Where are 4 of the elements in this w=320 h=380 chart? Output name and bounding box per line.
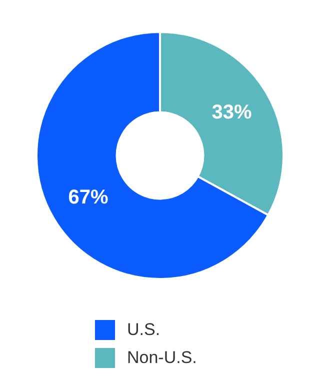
data-label: 33% xyxy=(212,102,252,124)
legend-label: Non-U.S. xyxy=(127,348,197,368)
data-label: 67% xyxy=(68,186,108,208)
legend-label: U.S. xyxy=(127,320,160,340)
